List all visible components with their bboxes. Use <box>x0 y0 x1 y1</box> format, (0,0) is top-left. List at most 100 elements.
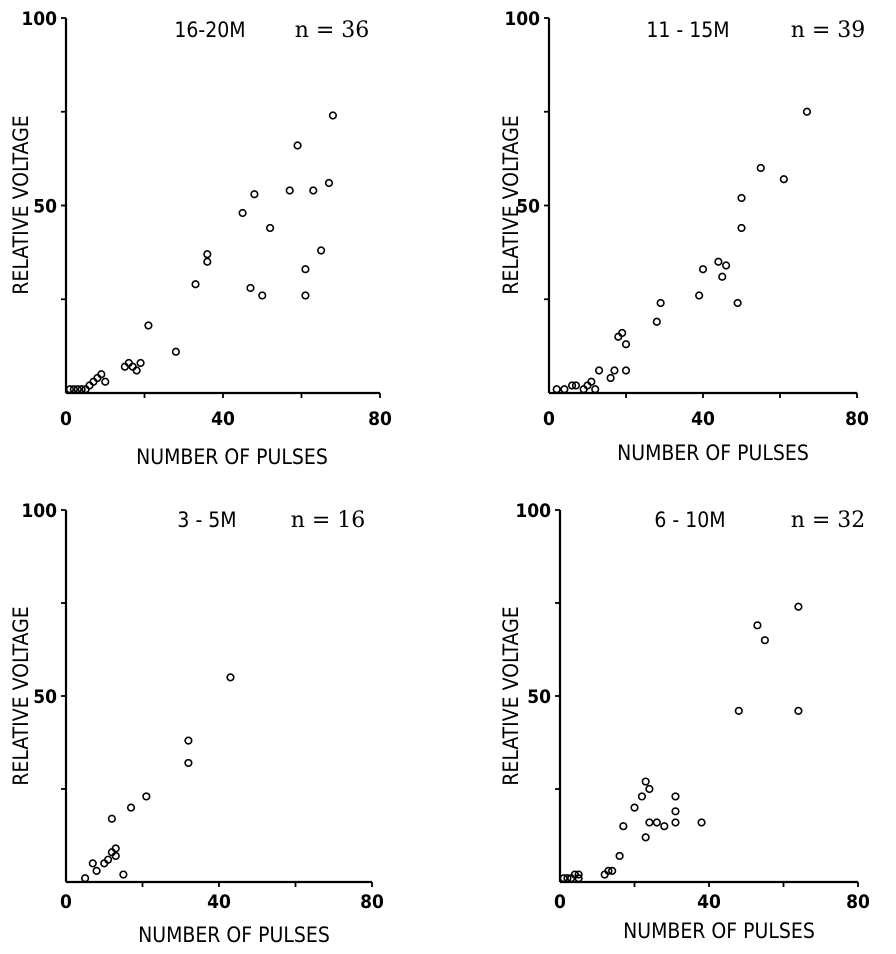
x-tick-label: 80 <box>845 408 869 430</box>
data-point <box>619 822 628 831</box>
data-point <box>97 370 106 379</box>
data-point <box>630 803 639 812</box>
data-point <box>258 291 267 300</box>
data-point <box>671 792 680 801</box>
y-axis-label: RELATIVE VOLTAGE <box>499 115 523 294</box>
scatter-panel: 50 100 0 40 80 NUMBER OF PULSES RELATIVE VOLTA… <box>9 500 384 947</box>
y-axis-label: RELATIVE VOLTAGE <box>9 115 33 294</box>
data-point <box>92 866 101 875</box>
x-axis-label: NUMBER OF PULSES <box>136 445 328 469</box>
data-point <box>615 851 624 861</box>
y-tick-label: 50 <box>33 686 57 708</box>
data-point <box>103 855 113 864</box>
data-point <box>621 340 631 349</box>
data-point <box>760 636 769 645</box>
data-point <box>587 377 596 386</box>
data-point <box>656 298 665 308</box>
data-point <box>637 792 647 801</box>
n-label: n = 16 <box>291 508 366 533</box>
data-point <box>608 866 617 875</box>
data-point <box>660 822 669 831</box>
data-point <box>652 818 661 827</box>
data-point <box>560 385 569 394</box>
n-label: n = 36 <box>295 18 370 43</box>
data-point <box>317 246 326 255</box>
panel-title: 16-20M <box>174 18 245 42</box>
data-point <box>309 186 318 195</box>
data-point <box>695 291 704 300</box>
x-axis-label: NUMBER OF PULSES <box>138 923 330 947</box>
data-point <box>301 265 310 274</box>
data-point <box>203 257 212 266</box>
x-axis-label: NUMBER OF PULSES <box>623 919 815 943</box>
data-point <box>203 250 212 259</box>
data-point <box>721 261 731 270</box>
data-point <box>737 193 746 203</box>
x-tick-label: 80 <box>360 891 384 913</box>
y-tick-label: 50 <box>33 196 57 218</box>
x-axis-label: NUMBER OF PULSES <box>617 441 809 465</box>
scatter-panel: 50 100 0 40 80 NUMBER OF PULSES RELATIVE VOLTA… <box>499 8 869 465</box>
data-point <box>756 163 765 173</box>
data-point <box>802 107 812 116</box>
data-point <box>559 874 568 883</box>
data-point <box>571 381 581 390</box>
data-point <box>144 321 153 330</box>
data-point <box>645 784 654 794</box>
x-tick-label: 40 <box>691 408 715 430</box>
x-tick-label: 40 <box>211 408 235 430</box>
data-point <box>293 141 302 150</box>
x-tick-label: 0 <box>554 891 566 913</box>
data-point <box>301 291 310 300</box>
panel-title: 6 - 10M <box>654 508 725 532</box>
scatter-panel: 50 100 0 40 80 NUMBER OF PULSES RELATIVE VOLTA… <box>499 500 870 943</box>
y-tick-label: 50 <box>527 686 551 708</box>
data-point <box>641 833 650 842</box>
data-point <box>111 844 120 853</box>
n-label: n = 32 <box>791 508 866 533</box>
data-point <box>618 328 627 338</box>
y-axis-label: RELATIVE VOLTAGE <box>499 606 523 785</box>
y-tick-label: 100 <box>515 500 551 522</box>
x-tick-label: 80 <box>368 408 392 430</box>
data-point <box>591 385 600 394</box>
data-point <box>563 874 572 883</box>
data-point <box>136 358 145 368</box>
data-point <box>718 272 727 281</box>
data-point <box>119 870 128 879</box>
data-point <box>567 381 577 390</box>
data-point <box>107 814 116 823</box>
data-point <box>794 706 803 715</box>
data-point <box>324 178 334 188</box>
data-point <box>671 818 680 827</box>
data-point <box>733 298 742 308</box>
y-axis-label: RELATIVE VOLTAGE <box>9 606 33 785</box>
data-point <box>574 874 583 883</box>
data-point <box>65 385 75 394</box>
data-point <box>77 385 86 394</box>
scatter-panel: 50 100 0 40 80 NUMBER OF PULSES RELATIVE VOLTA… <box>9 8 392 469</box>
data-point <box>641 777 650 786</box>
x-tick-label: 0 <box>543 408 555 430</box>
data-point <box>714 257 723 266</box>
x-tick-label: 0 <box>60 408 72 430</box>
panel-title: 3 - 5M <box>177 508 236 532</box>
data-point <box>734 706 743 715</box>
data-point <box>184 736 193 745</box>
data-point <box>73 385 82 394</box>
data-point <box>794 602 803 611</box>
data-point <box>604 866 613 875</box>
x-tick-label: 80 <box>846 891 870 913</box>
data-point <box>191 280 200 289</box>
data-point <box>698 265 708 274</box>
data-point <box>285 186 294 195</box>
data-point <box>552 385 561 394</box>
y-tick-label: 100 <box>21 500 57 522</box>
data-point <box>328 111 338 120</box>
data-point <box>238 208 247 218</box>
y-tick-label: 100 <box>504 8 540 30</box>
data-point <box>266 223 275 233</box>
data-point <box>753 621 762 630</box>
panel-title: 11 - 15M <box>646 18 729 42</box>
